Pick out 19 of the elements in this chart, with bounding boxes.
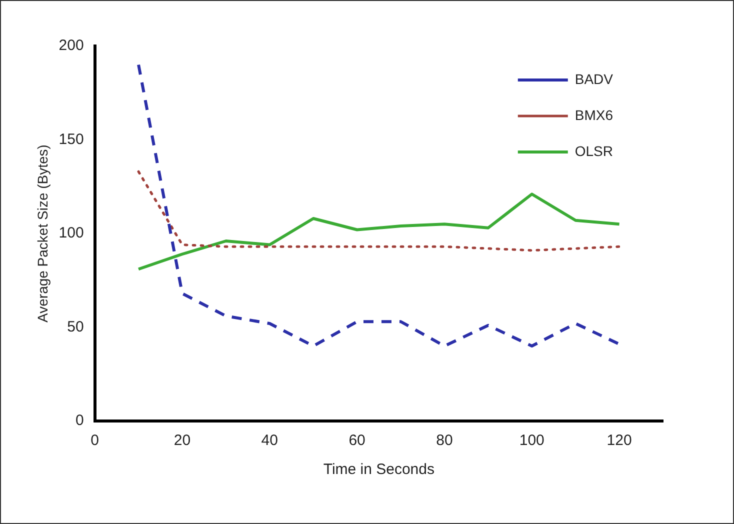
- x-tick-label: 20: [174, 432, 191, 450]
- y-tick-label: 200: [58, 37, 84, 54]
- y-tick-label: 150: [58, 130, 84, 148]
- x-tick-label: 0: [90, 432, 99, 450]
- x-tick-label: 40: [261, 432, 278, 450]
- y-tick-label: 50: [67, 318, 84, 336]
- legend-label: BADV: [574, 70, 614, 87]
- y-axis-title: Average Packet Size (Bytes): [34, 144, 50, 322]
- x-tick-label: 80: [436, 432, 453, 450]
- legend-label: BMX6: [574, 106, 614, 123]
- x-tick-label: 60: [348, 432, 366, 450]
- y-tick-label: 100: [58, 224, 84, 242]
- legend-label: OLSR: [574, 142, 613, 159]
- x-tick-label: 120: [606, 432, 632, 450]
- line-series: [137, 170, 621, 252]
- x-axis-title: Time in Seconds: [323, 461, 434, 478]
- line-series: [137, 63, 621, 348]
- x-tick-label: 100: [519, 432, 544, 450]
- y-tick-label: 0: [75, 412, 84, 430]
